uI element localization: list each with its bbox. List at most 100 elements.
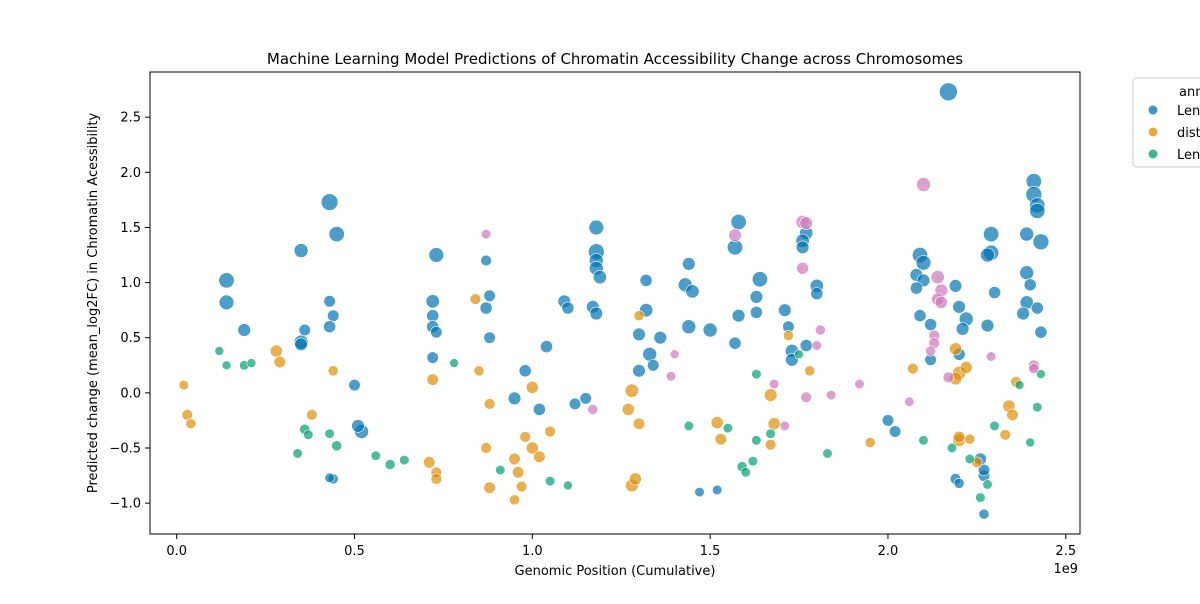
data-point-s0-35 — [426, 295, 439, 308]
data-point-s2-12 — [450, 359, 459, 368]
data-point-s2-22 — [766, 429, 776, 439]
data-point-s0-0 — [939, 83, 957, 101]
data-point-s1-9 — [512, 467, 524, 479]
data-point-s3-10 — [481, 229, 491, 239]
data-point-s0-79 — [956, 323, 969, 336]
data-point-s3-1 — [931, 270, 944, 283]
data-point-s0-18 — [727, 240, 742, 255]
data-point-s0-69 — [811, 288, 823, 300]
data-point-s1-25 — [765, 439, 776, 450]
x-tick-label: 2.5 — [1055, 544, 1076, 559]
data-point-s0-10 — [294, 244, 308, 258]
data-point-s0-55 — [686, 285, 699, 298]
data-point-s0-46 — [540, 341, 552, 353]
y-axis-label: Predicted change (mean_log2FC) in Chroma… — [86, 113, 101, 494]
data-point-s0-49 — [633, 328, 646, 341]
data-point-s0-88 — [1035, 326, 1047, 338]
data-point-s1-51 — [865, 437, 875, 447]
data-point-s3-27 — [588, 404, 598, 414]
data-point-s2-5 — [304, 430, 314, 440]
data-point-s1-17 — [633, 418, 645, 430]
data-point-s0-74 — [925, 318, 937, 330]
data-point-s0-76 — [949, 280, 962, 293]
data-point-s1-50 — [805, 366, 815, 376]
data-point-s1-46 — [520, 432, 531, 443]
data-point-s0-109 — [712, 485, 722, 495]
data-point-s2-25 — [947, 443, 957, 453]
data-point-s0-92 — [349, 379, 361, 391]
data-point-s0-99 — [580, 393, 592, 405]
data-point-s0-45 — [562, 302, 574, 314]
data-point-s3-23 — [670, 350, 679, 359]
data-point-s0-48 — [590, 307, 603, 320]
data-point-s2-6 — [293, 449, 303, 459]
data-point-s2-8 — [332, 441, 342, 451]
data-point-s0-98 — [569, 398, 581, 410]
data-point-s3-17 — [986, 352, 996, 362]
data-point-s2-15 — [563, 481, 572, 490]
data-point-s0-41 — [484, 290, 496, 302]
data-point-s1-16 — [629, 473, 641, 485]
data-point-s3-22 — [666, 372, 676, 382]
data-point-s2-29 — [990, 421, 1000, 431]
data-point-s0-90 — [643, 347, 657, 361]
data-point-s2-23 — [795, 350, 804, 359]
data-point-s2-16 — [723, 423, 733, 433]
data-point-s0-73 — [914, 310, 926, 322]
data-point-s2-20 — [752, 436, 762, 446]
data-point-s2-19 — [748, 456, 758, 466]
data-point-s0-60 — [750, 306, 762, 318]
data-point-s0-65 — [800, 339, 812, 351]
y-tick-label: 0.0 — [120, 386, 141, 401]
data-point-s3-16 — [1029, 364, 1039, 374]
data-point-s0-57 — [703, 323, 717, 337]
y-tick-label: 1.0 — [120, 276, 141, 291]
data-point-s0-28 — [238, 324, 251, 337]
data-point-s2-24 — [823, 449, 833, 459]
data-point-s0-17 — [731, 214, 746, 229]
data-point-s0-105 — [979, 509, 989, 519]
data-point-s3-13 — [926, 346, 936, 356]
data-point-s0-81 — [989, 286, 1001, 298]
data-point-s0-87 — [1031, 302, 1043, 314]
data-point-s3-18 — [801, 392, 812, 403]
x-offset-label: 1e9 — [1053, 562, 1078, 577]
data-point-s0-8 — [1033, 234, 1049, 250]
data-point-s0-26 — [219, 273, 234, 288]
data-point-s1-8 — [481, 443, 492, 454]
legend-marker — [1149, 128, 1158, 137]
legend-marker — [1149, 150, 1158, 159]
data-point-s0-40 — [481, 255, 492, 266]
data-point-s0-95 — [508, 392, 521, 405]
y-tick-label: −1.0 — [109, 497, 141, 512]
data-point-s2-0 — [215, 347, 224, 356]
data-point-s1-37 — [1007, 409, 1019, 421]
data-point-s1-21 — [711, 417, 723, 429]
data-point-s1-6 — [470, 294, 481, 305]
data-point-s2-13 — [496, 465, 506, 475]
legend-marker — [1149, 106, 1158, 115]
data-point-s0-94 — [352, 420, 365, 433]
data-point-s1-11 — [509, 495, 519, 505]
data-point-s3-20 — [826, 390, 836, 400]
x-tick-label: 0.0 — [166, 544, 187, 559]
data-point-s3-24 — [780, 421, 790, 431]
data-point-s1-28 — [949, 343, 961, 355]
data-point-s1-38 — [1000, 429, 1011, 440]
legend-label: Len — [1177, 148, 1200, 163]
data-point-s1-45 — [509, 453, 521, 465]
y-tick-label: 1.5 — [120, 221, 141, 236]
data-point-s1-44 — [328, 366, 338, 376]
x-tick-label: 1.0 — [522, 544, 543, 559]
data-point-s1-31 — [960, 361, 972, 373]
data-point-s0-85 — [1017, 307, 1030, 320]
data-point-s1-35 — [965, 434, 975, 444]
data-point-s0-27 — [219, 295, 234, 310]
data-point-s0-59 — [729, 337, 741, 349]
x-tick-label: 0.5 — [344, 544, 365, 559]
data-point-s3-7 — [729, 229, 742, 242]
data-point-s0-11 — [429, 248, 444, 263]
data-point-s0-30 — [327, 310, 339, 322]
data-point-s0-33 — [295, 338, 308, 351]
data-point-s1-27 — [907, 363, 918, 374]
